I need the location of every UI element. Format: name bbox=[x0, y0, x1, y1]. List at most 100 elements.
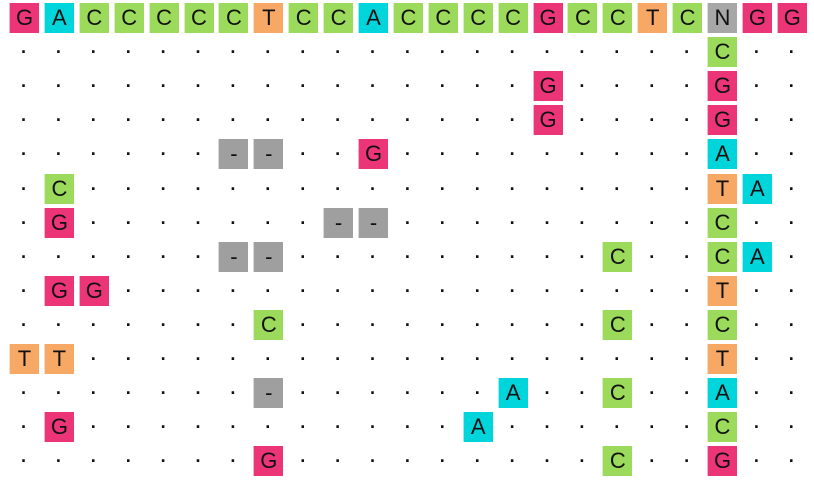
match-dot: · bbox=[544, 349, 551, 369]
match-dot: · bbox=[404, 144, 411, 165]
match-dot: · bbox=[90, 383, 97, 404]
match-dot: · bbox=[195, 349, 202, 369]
match-dot: · bbox=[614, 76, 621, 97]
match-dot: · bbox=[55, 246, 62, 267]
match-dot: · bbox=[544, 417, 551, 438]
match-dot: · bbox=[544, 451, 551, 472]
match-dot: · bbox=[55, 76, 62, 97]
match-dot: · bbox=[21, 451, 27, 472]
match-dot: · bbox=[370, 417, 376, 438]
read-base-a-cell: A bbox=[741, 241, 772, 272]
match-dot: · bbox=[160, 144, 167, 165]
match-dot: · bbox=[300, 212, 307, 233]
match-dot: · bbox=[265, 417, 272, 438]
match-dot: · bbox=[439, 417, 446, 438]
match-dot: · bbox=[125, 144, 132, 165]
reference-base-g-cell: G bbox=[741, 3, 772, 33]
match-dot: · bbox=[335, 349, 342, 369]
match-dot: · bbox=[90, 110, 97, 131]
read-base-g-cell: G bbox=[532, 105, 563, 136]
read-gap-cell: - bbox=[218, 139, 249, 170]
read-base-t-cell: T bbox=[707, 275, 737, 306]
match-dot: · bbox=[474, 349, 481, 369]
read-base-g-cell: G bbox=[707, 71, 737, 102]
match-dot: · bbox=[684, 110, 691, 131]
match-dot: · bbox=[370, 383, 376, 404]
match-dot: · bbox=[125, 246, 132, 267]
match-dot: · bbox=[439, 383, 446, 404]
match-dot: · bbox=[439, 110, 446, 131]
match-dot: · bbox=[21, 417, 27, 438]
match-dot: · bbox=[509, 110, 516, 131]
match-dot: · bbox=[90, 417, 97, 438]
reference-base-a-cell: A bbox=[358, 3, 388, 33]
match-dot: · bbox=[160, 178, 167, 199]
match-dot: · bbox=[439, 42, 446, 63]
reference-base-c-cell: C bbox=[672, 3, 703, 33]
match-dot: · bbox=[684, 246, 691, 267]
match-dot: · bbox=[544, 246, 551, 267]
match-dot: · bbox=[614, 110, 621, 131]
read-base-g-cell: G bbox=[43, 275, 74, 306]
match-dot: · bbox=[125, 178, 132, 199]
match-dot: · bbox=[195, 417, 202, 438]
match-dot: · bbox=[404, 314, 411, 335]
match-dot: · bbox=[544, 212, 551, 233]
match-dot: · bbox=[579, 280, 586, 301]
match-dot: · bbox=[160, 349, 167, 369]
match-dot: · bbox=[230, 178, 237, 199]
match-dot: · bbox=[55, 110, 62, 131]
match-dot: · bbox=[195, 246, 202, 267]
match-dot: · bbox=[753, 110, 760, 131]
reference-base-c-cell: C bbox=[218, 3, 249, 33]
match-dot: · bbox=[579, 246, 586, 267]
read-base-c-cell: C bbox=[707, 309, 737, 340]
match-dot: · bbox=[195, 280, 202, 301]
match-dot: · bbox=[439, 144, 446, 165]
match-dot: · bbox=[160, 246, 167, 267]
read-base-c-cell: C bbox=[253, 309, 284, 340]
match-dot: · bbox=[684, 451, 691, 472]
match-dot: · bbox=[335, 417, 342, 438]
read-base-c-cell: C bbox=[43, 173, 74, 204]
read-base-t-cell: T bbox=[43, 344, 74, 374]
match-dot: · bbox=[404, 178, 411, 199]
match-dot: · bbox=[753, 451, 760, 472]
reference-base-c-cell: C bbox=[567, 3, 598, 33]
match-dot: · bbox=[90, 451, 97, 472]
reference-base-c-cell: C bbox=[427, 3, 458, 33]
match-dot: · bbox=[370, 110, 376, 131]
read-base-a-cell: A bbox=[707, 378, 737, 409]
match-dot: · bbox=[300, 383, 307, 404]
match-dot: · bbox=[579, 383, 586, 404]
match-dot: · bbox=[788, 349, 795, 369]
read-gap-cell: - bbox=[253, 139, 284, 170]
match-dot: · bbox=[300, 178, 307, 199]
match-dot: · bbox=[753, 383, 760, 404]
match-dot: · bbox=[125, 110, 132, 131]
match-dot: · bbox=[370, 76, 376, 97]
match-dot: · bbox=[649, 246, 656, 267]
match-dot: · bbox=[474, 280, 481, 301]
match-dot: · bbox=[300, 246, 307, 267]
match-dot: · bbox=[265, 349, 272, 369]
match-dot: · bbox=[614, 42, 621, 63]
match-dot: · bbox=[684, 212, 691, 233]
match-dot: · bbox=[544, 144, 551, 165]
match-dot: · bbox=[439, 76, 446, 97]
match-dot: · bbox=[788, 246, 795, 267]
match-dot: · bbox=[160, 417, 167, 438]
match-dot: · bbox=[125, 349, 132, 369]
match-dot: · bbox=[649, 42, 656, 63]
match-dot: · bbox=[474, 212, 481, 233]
match-dot: · bbox=[335, 246, 342, 267]
match-dot: · bbox=[125, 76, 132, 97]
match-dot: · bbox=[335, 110, 342, 131]
match-dot: · bbox=[195, 110, 202, 131]
match-dot: · bbox=[160, 383, 167, 404]
match-dot: · bbox=[753, 280, 760, 301]
match-dot: · bbox=[230, 383, 237, 404]
match-dot: · bbox=[509, 417, 516, 438]
read-base-c-cell: C bbox=[707, 37, 737, 68]
reference-base-c-cell: C bbox=[148, 3, 179, 33]
